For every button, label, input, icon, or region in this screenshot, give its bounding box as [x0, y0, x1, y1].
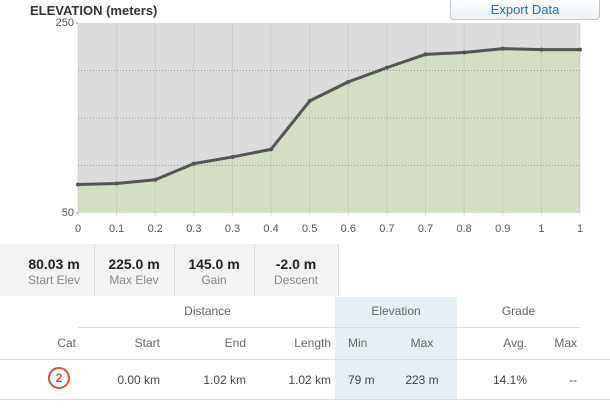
stat: 225.0 m Max Elev — [94, 244, 175, 296]
point — [191, 161, 196, 166]
x-tick-label: 1 — [538, 223, 544, 235]
area — [78, 48, 580, 214]
stat-value: -2.0 m — [275, 256, 317, 272]
table-cell: 0.00 km — [117, 373, 160, 387]
point — [500, 46, 505, 51]
column-header: Avg. — [503, 336, 527, 350]
point — [423, 52, 428, 57]
table-cell: -- — [569, 373, 577, 387]
point — [153, 177, 158, 182]
point — [578, 47, 582, 52]
x-tick-label: 0.8 — [457, 223, 472, 235]
x-tick-label: 0 — [75, 223, 81, 235]
x-tick-label: 0.4 — [263, 223, 278, 235]
x-tick-label: 0.3 — [225, 223, 240, 235]
point — [230, 154, 235, 159]
export-button[interactable]: Export Data — [450, 0, 600, 20]
stat: 80.03 m Start Elev — [14, 244, 95, 296]
divider — [0, 359, 610, 360]
point — [384, 65, 389, 70]
x-tick-label: 0.2 — [148, 223, 163, 235]
chart: 0 0.1 0.2 0.3 0.3 0.4 0.5 0.6 0.7 0.7 0.8 0.9 1 1 50 25… — [56, 17, 583, 235]
x-tick-label: 0.5 — [302, 223, 317, 235]
x-tick-label: 0.1 — [109, 223, 124, 235]
stat-value: 80.03 m — [28, 256, 80, 272]
table-cell: 14.1% — [492, 373, 527, 387]
point — [307, 98, 312, 103]
x-tick-label: 0.3 — [186, 223, 201, 235]
stat-value: 225.0 m — [108, 256, 160, 272]
stat-label: Max Elev — [109, 273, 159, 287]
category-number: 2 — [55, 371, 63, 385]
group-header: Grade — [501, 304, 536, 318]
x-tick-label: 1 — [577, 223, 583, 235]
stat: 145.0 m Gain — [174, 244, 255, 296]
x-tick-label: 0.7 — [379, 223, 394, 235]
column-header: Cat — [57, 336, 76, 350]
column-header: Max — [554, 336, 577, 350]
stat-label: Start Elev — [27, 273, 81, 287]
stat: -2.0 m Descent — [254, 244, 338, 296]
column-header: Max — [410, 336, 434, 350]
stat-label: Descent — [273, 273, 319, 287]
y-tick-label: 250 — [56, 17, 74, 29]
x-tick-label: 0.9 — [495, 223, 510, 235]
elevation-column-bg — [335, 297, 457, 400]
column-header: End — [224, 336, 246, 350]
point — [346, 79, 351, 84]
point — [114, 181, 119, 186]
point — [462, 50, 467, 55]
y-tick-label: 50 — [62, 207, 74, 219]
table-cell: 79 m — [348, 373, 375, 387]
title: ELEVATION (meters) — [30, 3, 158, 18]
category-badge: 2 — [48, 367, 70, 389]
column-header: Min — [348, 336, 368, 350]
divider — [78, 327, 580, 328]
column-header: Start — [134, 336, 160, 350]
stat-label: Gain — [201, 273, 227, 287]
table-cell: 1.02 km — [288, 373, 331, 387]
stat-value: 145.0 m — [188, 256, 240, 272]
point — [76, 182, 80, 187]
point — [539, 47, 544, 52]
group-header: Elevation — [371, 304, 421, 318]
group-header: Distance — [184, 304, 231, 318]
column-header: Length — [294, 336, 331, 350]
x-tick-label: 0.6 — [341, 223, 356, 235]
point — [269, 147, 274, 152]
divider — [0, 399, 610, 400]
elevation-line — [77, 47, 580, 186]
x-tick-label: 0.7 — [418, 223, 433, 235]
table-cell: 223 m — [405, 373, 439, 387]
table-cell: 1.02 km — [203, 373, 246, 387]
